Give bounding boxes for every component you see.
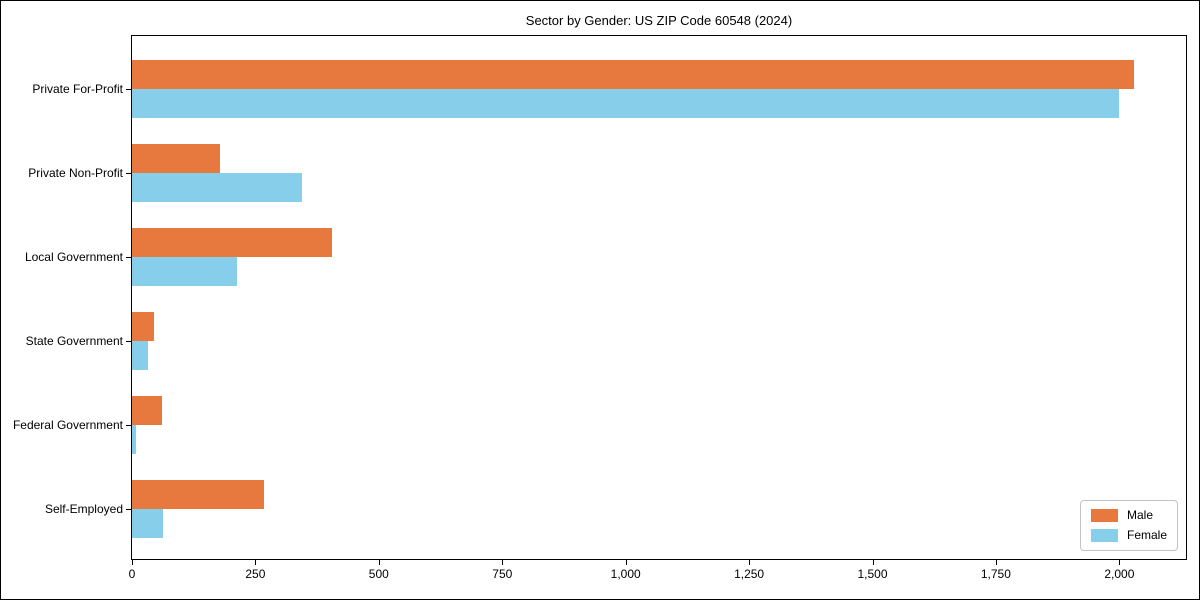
x-tick-label: 750 (492, 567, 513, 581)
legend-swatch-female-icon (1090, 529, 1118, 542)
x-tick-label: 500 (368, 567, 389, 581)
x-axis-tick (1119, 560, 1121, 565)
bar-male-federal-government (132, 396, 162, 425)
x-tick-label: 250 (245, 567, 266, 581)
x-tick-label: 2,000 (1104, 567, 1135, 581)
y-axis-tick (126, 341, 131, 342)
x-axis-tick (625, 560, 627, 565)
x-axis-tick (872, 560, 874, 565)
y-axis-tick (126, 509, 131, 510)
y-axis-tick (126, 89, 131, 90)
x-axis-tick (749, 560, 751, 565)
bar-male-state-government (132, 312, 155, 341)
x-tick-label: 1,250 (734, 567, 765, 581)
x-tick-label: 1,000 (610, 567, 641, 581)
bar-female-local-government (132, 257, 237, 286)
y-axis-tick (126, 257, 131, 258)
y-axis-tick (126, 425, 131, 426)
x-axis-tick (378, 560, 380, 565)
x-axis-tick (995, 560, 997, 565)
legend: Male Female (1079, 500, 1178, 551)
bar-female-private-for-profit (132, 89, 1120, 118)
x-axis-tick (132, 560, 133, 565)
legend-item-female: Female (1090, 528, 1167, 542)
legend-swatch-male-icon (1090, 509, 1118, 522)
bar-male-private-non-profit (132, 144, 220, 173)
y-axis-label: Local Government (24, 250, 123, 264)
bar-male-local-government (132, 228, 333, 257)
x-axis-tick (255, 560, 257, 565)
y-axis-label: Private For-Profit (32, 82, 123, 96)
x-tick-label: 1,750 (980, 567, 1011, 581)
legend-item-male: Male (1090, 508, 1167, 522)
bar-male-self-employed (132, 480, 265, 509)
y-axis-label: Federal Government (12, 418, 123, 432)
y-axis-label: Private Non-Profit (28, 166, 123, 180)
chart-title: Sector by Gender: US ZIP Code 60548 (202… (525, 13, 793, 28)
bar-male-private-for-profit (132, 60, 1135, 89)
x-tick-label: 1,500 (857, 567, 888, 581)
y-axis-label: Self-Employed (44, 502, 123, 516)
plot-area: Male Female (131, 35, 1187, 560)
x-axis-tick (502, 560, 504, 565)
legend-label-male: Male (1126, 508, 1153, 522)
x-tick-label: 0 (128, 567, 136, 581)
y-axis-tick (126, 173, 131, 174)
bar-female-private-non-profit (132, 173, 302, 202)
bar-female-state-government (132, 341, 148, 370)
bar-female-self-employed (132, 509, 163, 538)
legend-label-female: Female (1126, 528, 1167, 542)
bar-female-federal-government (132, 425, 136, 454)
y-axis-label: State Government (25, 334, 123, 348)
